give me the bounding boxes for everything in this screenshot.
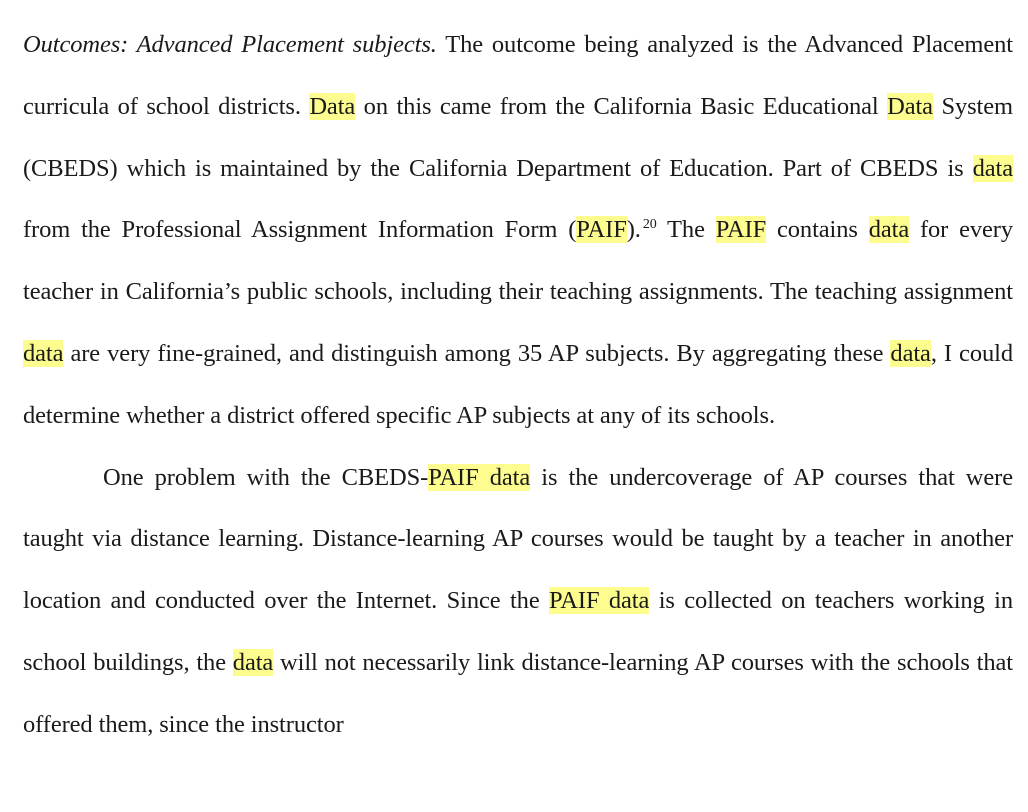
text-run: will not necessarily link distance-learn… <box>23 648 1013 738</box>
text-run: The outcome being analyzed is the Advanc… <box>23 31 1013 120</box>
highlighted-term: PAIF data <box>428 463 531 491</box>
footnote-reference: 20 <box>642 217 657 233</box>
text-run: from the Professional Assignment Informa… <box>23 216 577 244</box>
paragraph-distance-learning: One problem with the CBEDS-PAIF data is … <box>23 447 1013 756</box>
text-run: is the undercoverage of AP courses that … <box>23 463 1013 615</box>
highlighted-term: data <box>23 339 64 367</box>
text-run: , I could determine whether a district o… <box>23 339 1013 429</box>
text-run: ). <box>626 216 641 244</box>
text-run: One problem with the CBEDS- <box>103 463 429 491</box>
highlighted-term: PAIF data <box>549 587 650 615</box>
paragraph-ap-outcomes: Outcomes: Advanced Placement subjects. T… <box>23 14 1013 447</box>
section-heading: Outcomes: Advanced Placement subjects. <box>23 31 437 58</box>
text-run: on this came from the California Basic E… <box>355 92 888 120</box>
text-run: The <box>656 216 716 244</box>
text-run: contains <box>766 216 869 244</box>
highlighted-term: data <box>232 648 274 676</box>
text-run: is collected on teachers working in scho… <box>23 587 1014 676</box>
text-run: System (CBEDS) which is maintained by th… <box>23 92 1013 182</box>
text-run: for every teacher in California’s public… <box>23 216 1013 306</box>
highlighted-term: Data <box>887 92 933 120</box>
highlighted-term: Data <box>309 92 356 120</box>
highlighted-term: PAIF <box>576 216 627 244</box>
highlighted-term: data <box>890 339 931 367</box>
highlighted-term: data <box>868 216 910 244</box>
highlighted-term: PAIF <box>715 216 767 244</box>
text-run: are very fine-grained, and distinguish a… <box>63 339 891 367</box>
highlighted-term: data <box>972 154 1013 182</box>
